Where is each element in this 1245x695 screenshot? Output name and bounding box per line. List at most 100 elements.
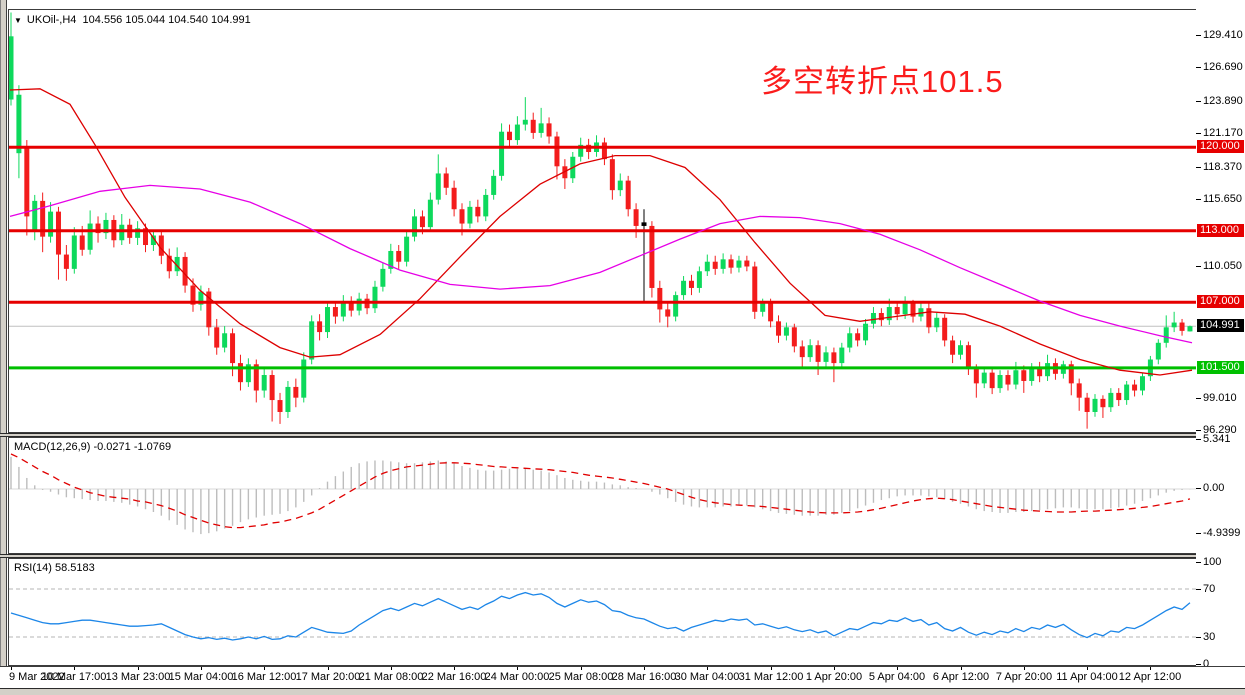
candle-body bbox=[48, 211, 54, 237]
candle-body bbox=[831, 352, 837, 364]
price-axis-label-tick bbox=[1196, 167, 1201, 168]
panel-splitter[interactable] bbox=[0, 433, 1245, 437]
candle-body bbox=[380, 268, 386, 287]
date-axis-tick bbox=[138, 667, 139, 670]
candle-body bbox=[1005, 375, 1011, 385]
date-axis-tick bbox=[1150, 667, 1151, 670]
candle-body bbox=[332, 307, 338, 317]
candle-body bbox=[989, 372, 995, 389]
price-axis-label: 123.890 bbox=[1203, 95, 1243, 107]
candle-body bbox=[673, 295, 679, 317]
price-level-badge: 101.500 bbox=[1197, 361, 1244, 374]
date-axis-tick bbox=[391, 667, 392, 670]
candle-body bbox=[1132, 384, 1138, 391]
chevron-down-icon[interactable]: ▼ bbox=[14, 15, 22, 25]
rsi-axis-label-tick bbox=[1196, 664, 1201, 665]
candle-body bbox=[230, 333, 236, 364]
candle-body bbox=[973, 369, 979, 384]
price-axis-label: 118.370 bbox=[1203, 161, 1242, 173]
price-axis-label-tick bbox=[1196, 199, 1201, 200]
rsi-line bbox=[10, 591, 1191, 641]
candle-body bbox=[435, 173, 441, 200]
candle-body bbox=[55, 211, 61, 255]
candle-body bbox=[720, 259, 726, 269]
candle-body bbox=[309, 321, 315, 360]
candle-body bbox=[285, 386, 291, 412]
candle-body bbox=[799, 346, 805, 358]
macd-axis-label: 0.00 bbox=[1203, 482, 1225, 494]
candle-body bbox=[728, 259, 734, 268]
candle-body bbox=[206, 291, 212, 328]
date-axis-tick bbox=[644, 667, 645, 670]
candle-body bbox=[467, 206, 473, 224]
candle-body bbox=[79, 235, 85, 250]
candle-body bbox=[174, 256, 180, 272]
price-level-badge: 104.991 bbox=[1197, 319, 1244, 332]
date-axis-label: 13 Mar 23:00 bbox=[105, 671, 171, 683]
date-axis-label: 22 Mar 16:00 bbox=[421, 671, 487, 683]
candle-body bbox=[261, 375, 267, 391]
candle-body bbox=[1084, 397, 1090, 412]
candle-body bbox=[158, 235, 164, 256]
candle-body bbox=[768, 303, 774, 322]
macd-axis-label: -4.9399 bbox=[1203, 527, 1241, 539]
candle-body bbox=[1013, 370, 1019, 385]
candle-body bbox=[958, 345, 963, 355]
candle-body bbox=[1171, 322, 1177, 328]
rsi-axis-label-tick bbox=[1196, 562, 1201, 563]
candle-body bbox=[24, 147, 30, 217]
date-axis-tick bbox=[771, 667, 772, 670]
date-axis-tick bbox=[264, 667, 265, 670]
candle-body bbox=[649, 225, 655, 288]
candle-body bbox=[514, 124, 520, 141]
candle-body bbox=[886, 307, 892, 321]
candle-body bbox=[119, 224, 125, 241]
rsi-axis-label: 0 bbox=[1203, 658, 1210, 670]
candle-body bbox=[317, 321, 323, 333]
window-left-edge bbox=[0, 0, 7, 695]
date-axis-label: 16 Mar 12:00 bbox=[231, 671, 297, 683]
candle-body bbox=[791, 327, 797, 347]
candle-body bbox=[491, 175, 497, 195]
candlestick-chart[interactable] bbox=[9, 10, 1196, 432]
date-axis-label: 12 Apr 12:00 bbox=[1118, 671, 1182, 683]
candle-body bbox=[554, 136, 560, 167]
rsi-chart[interactable] bbox=[9, 559, 1196, 665]
panel-splitter[interactable] bbox=[0, 554, 1245, 558]
date-axis[interactable]: 9 Mar 2022 10 Mar 17:00 13 Mar 23:00 15 Mar… bbox=[0, 666, 1245, 688]
candle-body bbox=[16, 94, 22, 154]
candle-body bbox=[530, 119, 536, 133]
rsi-indicator-panel[interactable]: RSI(14) 58.5183 bbox=[8, 558, 1197, 666]
candle-body bbox=[1100, 398, 1106, 408]
date-axis-tick bbox=[74, 667, 75, 670]
candle-body bbox=[237, 363, 243, 383]
price-chart-panel[interactable]: ▼ UKOil-,H4 104.556 105.044 104.540 104.… bbox=[8, 9, 1197, 433]
date-axis-label: 31 Mar 12:00 bbox=[738, 671, 804, 683]
candle-body bbox=[483, 194, 489, 217]
candle-body bbox=[419, 216, 425, 228]
date-axis-label: 1 Apr 20:00 bbox=[805, 671, 863, 683]
candle-body bbox=[863, 323, 869, 341]
date-axis-tick bbox=[581, 667, 582, 670]
candle-body bbox=[783, 327, 789, 336]
candle-body bbox=[997, 375, 1003, 389]
macd-indicator-panel[interactable]: MACD(12,26,9) -0.0271 -1.0769 bbox=[8, 437, 1197, 554]
candle-body bbox=[340, 301, 346, 317]
macd-chart[interactable] bbox=[9, 438, 1196, 553]
candle-body bbox=[1037, 366, 1043, 377]
candle-body bbox=[1116, 392, 1122, 401]
symbol-ohlc-text: UKOil-,H4 104.556 105.044 104.540 104.99… bbox=[26, 14, 251, 26]
date-axis-label: 25 Mar 08:00 bbox=[548, 671, 614, 683]
value-axis-column[interactable]: 129.410 126.690 123.890 121.170 118.370 115.6… bbox=[1196, 0, 1245, 670]
candle-body bbox=[1045, 363, 1051, 377]
candle-body bbox=[1021, 370, 1027, 381]
candle-body bbox=[815, 345, 821, 362]
candle-body bbox=[538, 123, 544, 133]
candle-body bbox=[578, 144, 584, 157]
macd-title: MACD(12,26,9) -0.0271 -1.0769 bbox=[14, 441, 172, 453]
rsi-axis-label: 100 bbox=[1203, 556, 1222, 568]
candle-body bbox=[1076, 383, 1082, 398]
date-axis-tick bbox=[517, 667, 518, 670]
price-axis-label-tick bbox=[1196, 101, 1201, 102]
